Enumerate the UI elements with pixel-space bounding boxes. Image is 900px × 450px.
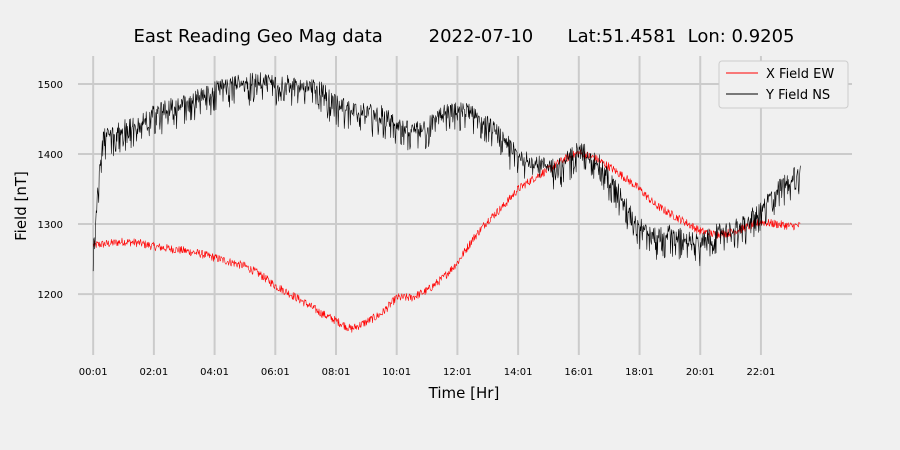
y-axis-label: Field [nT] <box>12 171 30 241</box>
x-tick-label: 12:01 <box>443 367 472 378</box>
x-tick-label: 08:01 <box>322 367 351 378</box>
x-tick-label: 22:01 <box>747 367 776 378</box>
x-tick-label: 20:01 <box>686 367 715 378</box>
legend-label-y-field: Y Field NS <box>765 88 830 103</box>
y-tick-label: 1500 <box>38 80 63 91</box>
series-line-y-field-ns <box>92 72 801 272</box>
series-line-x-field-ew <box>92 149 801 333</box>
y-tick-label: 1400 <box>38 150 63 161</box>
y-tick-label: 1200 <box>38 290 63 301</box>
x-tick-label: 00:01 <box>79 367 108 378</box>
chart-title: East Reading Geo Mag data 2022-07-10 Lat… <box>133 26 794 47</box>
x-axis-label: Time [Hr] <box>428 384 500 402</box>
x-tick-label: 02:01 <box>139 367 168 378</box>
x-tick-label: 04:01 <box>200 367 229 378</box>
x-tick-label: 18:01 <box>625 367 654 378</box>
x-tick-label: 14:01 <box>504 367 533 378</box>
y-tick-label: 1300 <box>38 220 63 231</box>
series-layer <box>92 72 801 333</box>
legend: X Field EW Y Field NS <box>718 60 849 109</box>
ticks: 00:01 02:01 04:01 06:01 08:01 10:01 12:01 14:01… <box>38 80 776 378</box>
x-tick-label: 06:01 <box>261 367 290 378</box>
legend-label-x-field: X Field EW <box>766 67 834 82</box>
x-tick-label: 10:01 <box>382 367 411 378</box>
x-tick-label: 16:01 <box>564 367 593 378</box>
